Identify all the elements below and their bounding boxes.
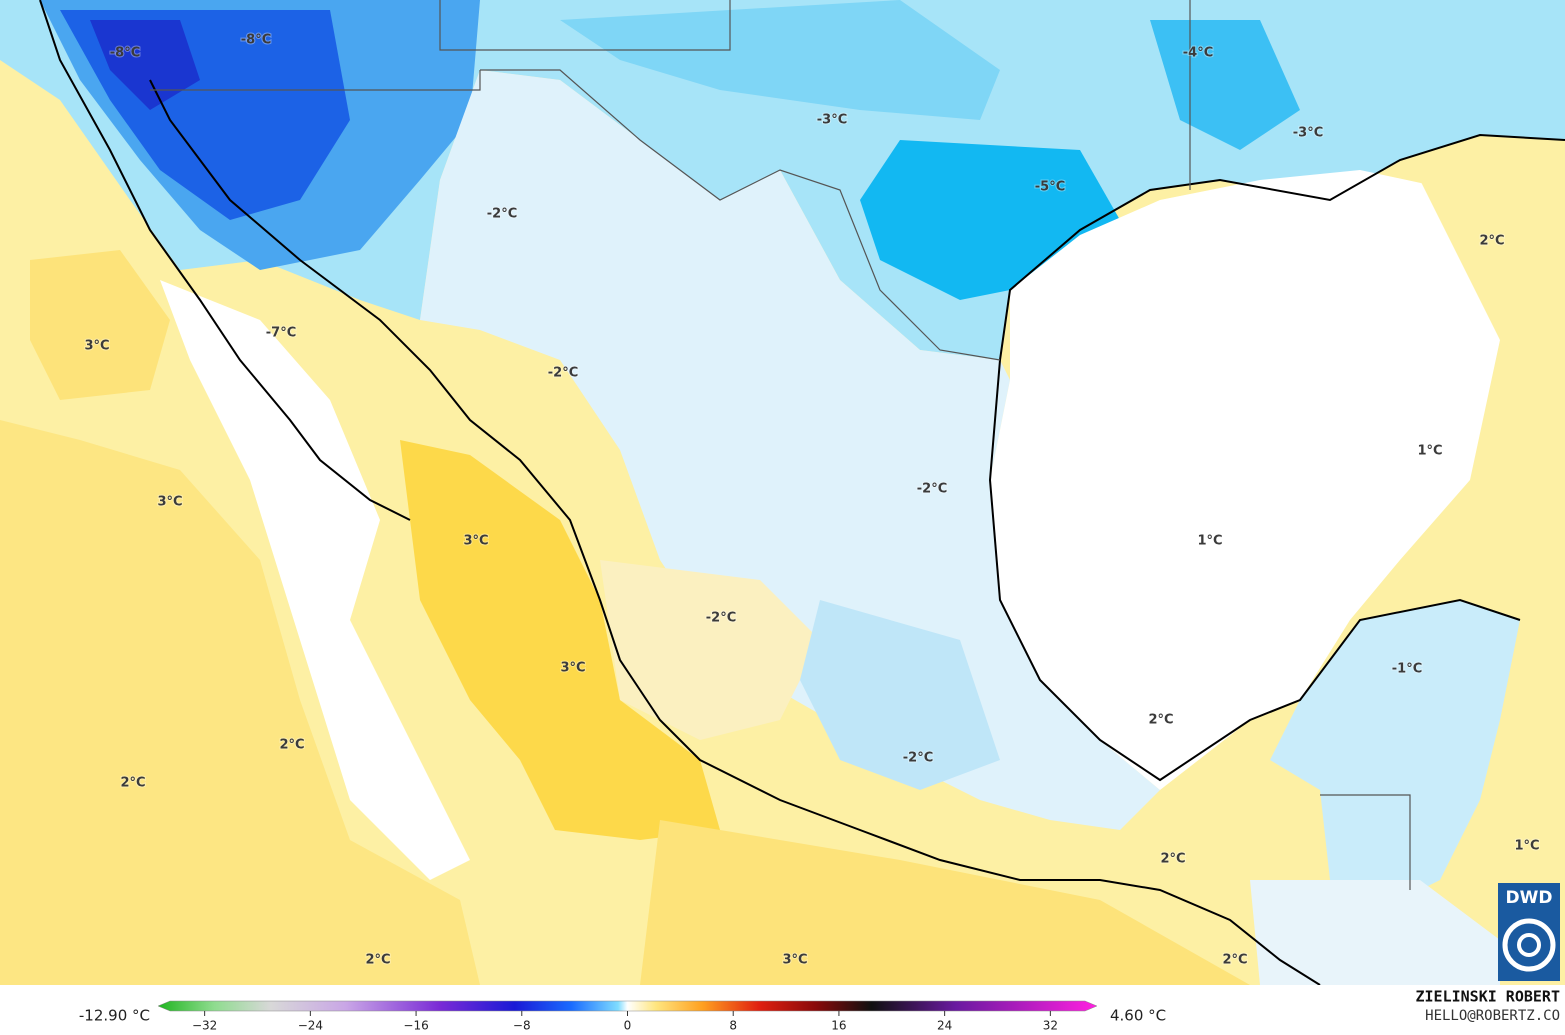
contour-label: 2°C [1222, 953, 1247, 968]
credit-author: ZIELINSKI ROBERT [1416, 988, 1561, 1006]
contour-label: 3°C [560, 661, 585, 676]
colorbar-bar [157, 1000, 1098, 1012]
warm-patch [640, 820, 1250, 985]
coastline [39, 0, 1321, 985]
colorbar-tick-label: 16 [831, 1019, 846, 1033]
land-region [420, 70, 1160, 830]
warm-patch [0, 420, 480, 985]
contour-label: -2°C [917, 482, 947, 497]
logo-text: DWD [1506, 888, 1553, 908]
colorbar-tick-label: −16 [403, 1019, 428, 1033]
cold-region [560, 0, 1000, 120]
map: -8°C -8°C -4°C -3°C -3°C -5°C 2°C -2°C 3°C -7°C -2… [0, 0, 1565, 985]
contour-label: -1°C [1392, 662, 1422, 677]
contour-label: 1°C [1514, 839, 1539, 854]
land-region [1250, 880, 1500, 985]
colorbar-tick-label: 32 [1043, 1019, 1058, 1033]
map-labels: -8°C -8°C -4°C -3°C -3°C -5°C 2°C -2°C 3°C -7°C -2… [83, 32, 1540, 969]
colorbar-min-label: -12.90 °C [79, 1007, 150, 1025]
contour-label: -5°C [1035, 180, 1065, 195]
contour-label: -2°C [548, 366, 578, 381]
neutral-zone [160, 280, 470, 880]
contour-label: -2°C [487, 207, 517, 222]
cold-patch [800, 600, 1000, 790]
contour-label: 3°C [84, 339, 109, 354]
contour-label: -4°C [1183, 46, 1213, 61]
warm-patch [400, 440, 720, 840]
warm-patch [30, 250, 170, 400]
colorbar-max-label: 4.60 °C [1110, 1007, 1166, 1025]
colorbar-tick-label: −32 [192, 1019, 217, 1033]
contour-label: 3°C [782, 953, 807, 968]
contour-label: 2°C [1479, 234, 1504, 249]
coastline [988, 133, 1565, 782]
colorbar-tick-label: −8 [513, 1019, 531, 1033]
contour-label: 3°C [463, 534, 488, 549]
contour-label: -3°C [817, 113, 847, 128]
contour-label: 1°C [1197, 534, 1222, 549]
contour-label: -8°C [241, 33, 271, 48]
contour-label: 2°C [1160, 852, 1185, 867]
colorbar-tick-label: 0 [624, 1019, 632, 1033]
contour-label: -2°C [903, 751, 933, 766]
land-region [1270, 600, 1520, 900]
colorbar-tick-label: −24 [298, 1019, 323, 1033]
colorbar: -12.90 °C 4.60 °C −32 −24 −16 −8 0 8 16 24 32 [79, 1000, 1166, 1033]
credit-contact: HELLO@ROBERTZ.CO [1425, 1008, 1560, 1024]
contour-label: -7°C [266, 326, 296, 341]
logo-symbol [1502, 918, 1556, 972]
contour-label: -8°C [110, 46, 140, 61]
contour-label: -3°C [1293, 126, 1323, 141]
warm-patch [600, 560, 820, 740]
gulf-region [990, 170, 1500, 790]
contour-label: 2°C [365, 953, 390, 968]
colorbar-tick-label: 8 [729, 1019, 737, 1033]
contour-label: 2°C [279, 738, 304, 753]
contour-label: 2°C [1148, 713, 1173, 728]
cold-core [90, 20, 200, 110]
contour-label: 1°C [1417, 444, 1442, 459]
logo-symbol [1517, 933, 1541, 957]
colorbar-tick-label: 24 [937, 1019, 952, 1033]
contour-label: 3°C [157, 495, 182, 510]
cold-core [1150, 20, 1300, 150]
logo: DWD [1498, 883, 1560, 981]
contour-label: -2°C [706, 611, 736, 626]
contour-label: 2°C [120, 776, 145, 791]
border [150, 0, 1411, 890]
